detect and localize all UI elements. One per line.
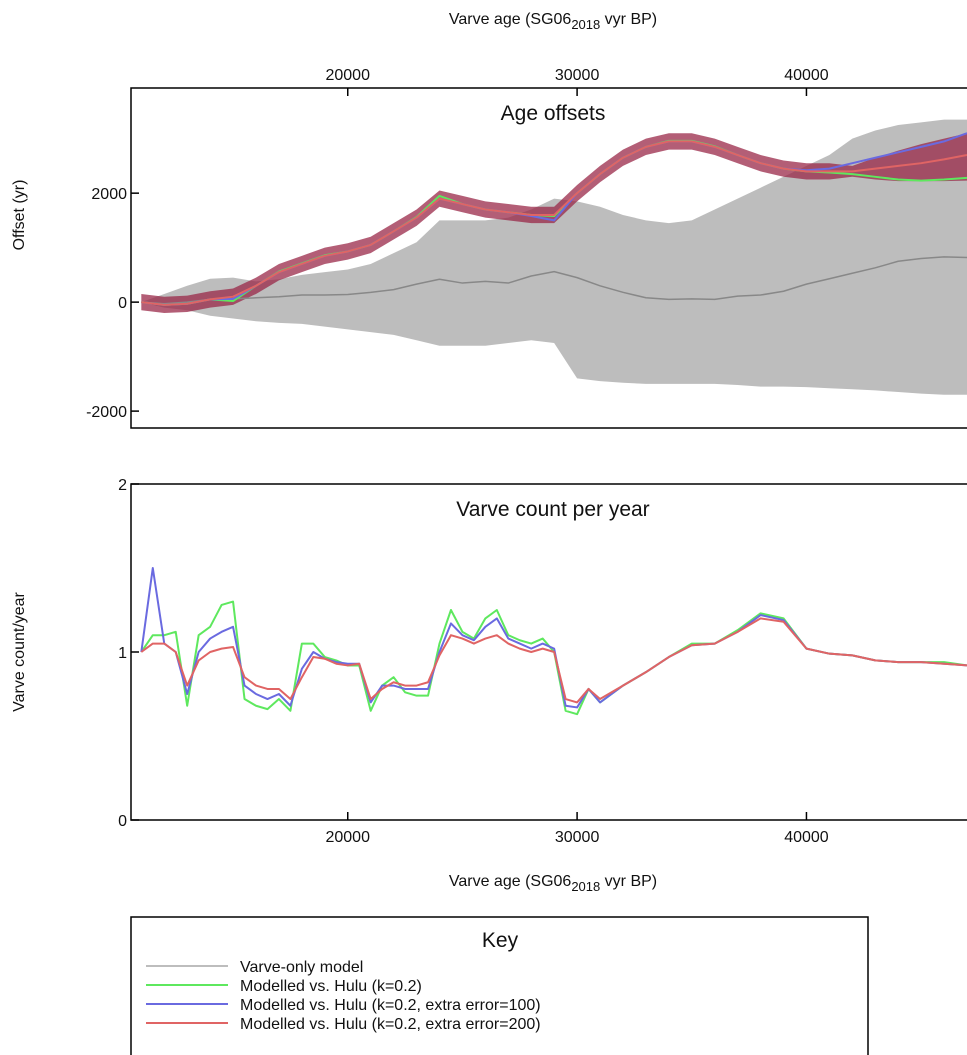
x-label-text: Varve age (SG06: [449, 873, 572, 890]
x-axis-label: Varve age (SG062018 vyr BP): [449, 873, 657, 894]
x-tick-label: 30000: [555, 67, 600, 84]
plots: Age offsets -2000 0 2000 20000 30000 40000 Varv…: [11, 11, 967, 894]
x-label-tail: vyr BP): [600, 873, 657, 890]
x-tick-label: 20000: [325, 67, 370, 84]
x-tick-label: 20000: [325, 829, 370, 846]
legend-label: Varve-only model: [240, 959, 363, 976]
legend-label: Modelled vs. Hulu (k=0.2, extra error=20…: [240, 1016, 541, 1033]
y-tick-label: -2000: [86, 404, 127, 421]
y-axis-label: Offset (yr): [11, 180, 28, 251]
legend: Varve-only model Modelled vs. Hulu (k=0.2…: [146, 959, 541, 1033]
series-line: [141, 140, 967, 306]
plot-frame: [130, 483, 967, 821]
plot-area: [140, 567, 967, 716]
y-axis-label: Varve count/year: [11, 591, 28, 711]
x-tick-label: 30000: [555, 829, 600, 846]
series-line: [140, 567, 967, 709]
plot-frame: [130, 87, 967, 429]
x-label-sub: 2018: [571, 879, 600, 894]
y-tick-label: 0: [118, 295, 127, 312]
x-label-tail: vyr BP): [600, 11, 657, 28]
x-axis-label: Varve age (SG062018 vyr BP): [449, 11, 657, 32]
series-line: [140, 617, 967, 704]
uncertainty-band: [141, 119, 967, 395]
x-tick-label: 40000: [784, 67, 829, 84]
legend-label: Modelled vs. Hulu (k=0.2): [240, 978, 422, 995]
panel-title: Age offsets: [501, 102, 606, 125]
series-line: [141, 256, 967, 305]
y-tick-label: 0: [118, 813, 127, 830]
y-tick-label: 1: [118, 645, 127, 662]
legend-label: Modelled vs. Hulu (k=0.2, extra error=10…: [240, 997, 541, 1014]
y-tick-label: 2000: [91, 186, 127, 203]
key-box: [130, 916, 869, 1055]
y-tick-label: 2: [118, 477, 127, 494]
x-label-sub: 2018: [571, 17, 600, 32]
key-title: Key: [482, 929, 519, 952]
plot-area: [141, 119, 967, 395]
x-label-text: Varve age (SG06: [449, 11, 572, 28]
x-tick-label: 40000: [784, 829, 829, 846]
panel-title: Varve count per year: [456, 498, 649, 521]
uncertainty-band: [141, 133, 967, 314]
series-line: [140, 600, 967, 716]
